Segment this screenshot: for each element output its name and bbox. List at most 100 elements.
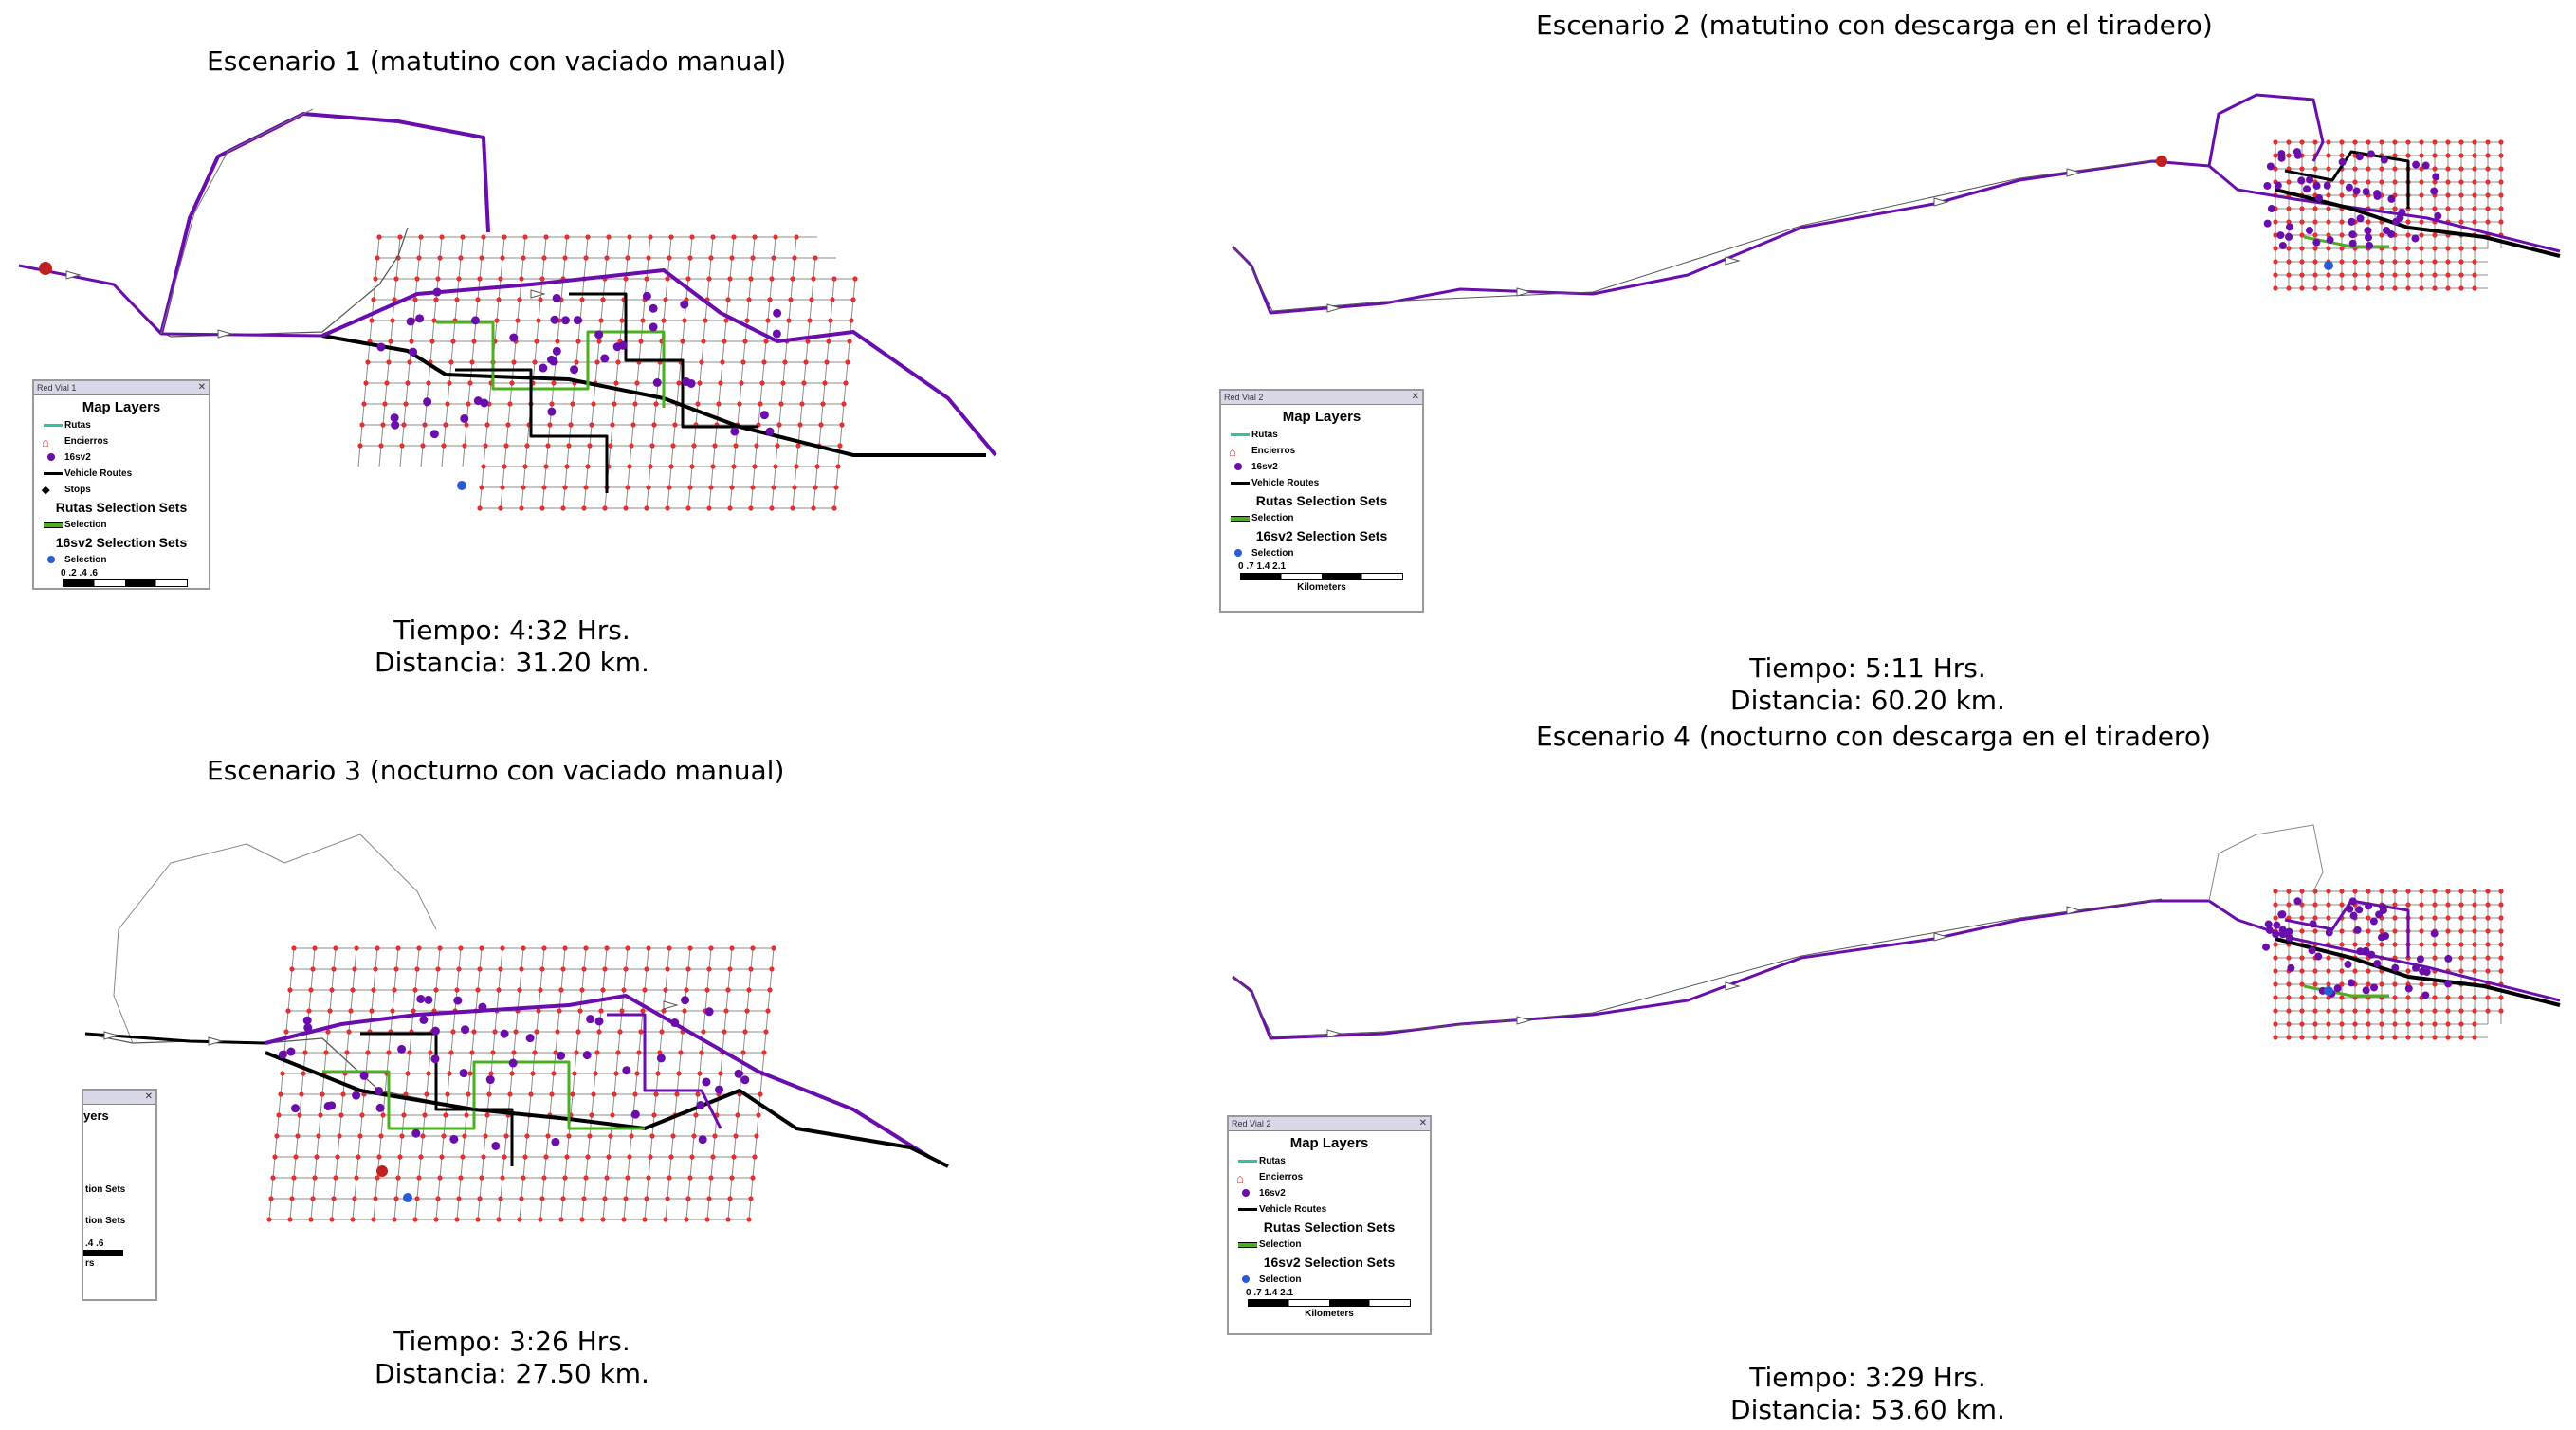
network-node xyxy=(2485,192,2490,197)
direction-arrow xyxy=(1726,257,1739,265)
network-node xyxy=(644,505,649,510)
network-node xyxy=(792,485,796,489)
network-node xyxy=(687,945,692,950)
network-node xyxy=(562,485,567,489)
street-segment xyxy=(563,1178,565,1199)
collection-point xyxy=(643,292,651,301)
network-node xyxy=(2379,942,2384,946)
network-node xyxy=(2405,1008,2410,1013)
network-node xyxy=(2445,206,2450,211)
network-node xyxy=(450,1029,455,1034)
collection-point xyxy=(730,427,739,435)
street-segment xyxy=(683,321,685,341)
network-node xyxy=(466,1091,470,1096)
network-node xyxy=(668,464,673,468)
network-node xyxy=(769,966,774,971)
network-node xyxy=(729,945,734,950)
network-node xyxy=(706,1196,711,1201)
collection-point xyxy=(2367,150,2375,157)
street-segment xyxy=(525,1136,527,1157)
street-segment xyxy=(508,404,510,425)
street-segment xyxy=(749,279,751,300)
network-node xyxy=(498,966,502,971)
network-node xyxy=(393,966,398,971)
network-node xyxy=(2485,219,2490,224)
network-node xyxy=(2273,889,2277,893)
street-segment xyxy=(703,1011,705,1032)
street-segment xyxy=(753,467,755,487)
close-icon[interactable]: ✕ xyxy=(198,381,206,394)
close-icon[interactable]: ✕ xyxy=(145,1091,153,1104)
network-node xyxy=(551,1071,556,1075)
network-node xyxy=(2392,889,2397,893)
network-node xyxy=(585,234,590,239)
collection-point xyxy=(699,1135,707,1144)
collection-point xyxy=(2355,906,2363,913)
network-node xyxy=(575,1029,580,1034)
network-node xyxy=(674,1091,679,1096)
network-node xyxy=(2312,139,2317,144)
network-node xyxy=(703,318,707,322)
network-node xyxy=(600,1217,605,1221)
network-node xyxy=(2472,915,2476,920)
network-node xyxy=(500,255,504,260)
network-node xyxy=(2326,902,2330,907)
network-node xyxy=(2445,915,2450,920)
network-node xyxy=(2472,955,2476,960)
direction-arrow xyxy=(664,1001,677,1009)
street-segment xyxy=(544,1157,546,1178)
street-segment xyxy=(760,1073,762,1094)
street-segment xyxy=(571,1094,573,1115)
network-node xyxy=(746,987,751,992)
network-node xyxy=(2472,219,2476,224)
network-node xyxy=(2485,902,2490,907)
network-node xyxy=(306,1008,311,1013)
vehicle-route xyxy=(1233,161,2560,313)
collection-point xyxy=(551,316,559,324)
network-node xyxy=(583,255,588,260)
network-node xyxy=(2286,981,2291,986)
street-segment xyxy=(463,446,465,467)
network-node xyxy=(407,1050,411,1054)
network-node xyxy=(722,339,726,343)
street-segment xyxy=(290,1199,292,1219)
network-node xyxy=(469,359,474,364)
network-node xyxy=(2286,955,2291,960)
network-node xyxy=(646,1175,650,1180)
network-node xyxy=(2458,139,2463,144)
network-node xyxy=(831,276,836,281)
network-node xyxy=(2299,981,2304,986)
street-segment xyxy=(594,1073,595,1094)
collection-point xyxy=(740,1075,749,1084)
close-icon[interactable]: ✕ xyxy=(1412,391,1419,404)
network-node xyxy=(758,401,762,406)
collection-point xyxy=(2379,903,2386,910)
street-segment xyxy=(391,321,393,341)
network-node xyxy=(519,1196,523,1201)
network-node xyxy=(691,1133,696,1138)
street-segment xyxy=(728,1199,730,1219)
collection-point xyxy=(453,997,462,1005)
close-icon[interactable]: ✕ xyxy=(1419,1117,1427,1130)
network-node xyxy=(2392,246,2397,250)
network-node xyxy=(2366,981,2370,986)
network-node xyxy=(2299,995,2304,999)
street-segment xyxy=(309,990,311,1011)
network-node xyxy=(2458,153,2463,157)
collection-point xyxy=(681,996,689,1004)
network-node xyxy=(507,1091,512,1096)
street-segment xyxy=(630,1136,631,1157)
network-node xyxy=(2419,928,2423,933)
network-node xyxy=(2392,272,2397,277)
network-node xyxy=(462,1133,466,1138)
network-node xyxy=(539,1196,544,1201)
collection-point xyxy=(2275,182,2282,190)
network-node xyxy=(435,276,440,281)
collection-point xyxy=(657,1054,666,1062)
network-node xyxy=(2326,1008,2330,1013)
network-node xyxy=(2312,285,2317,290)
street-segment xyxy=(628,1157,630,1178)
collection-point xyxy=(2315,194,2323,202)
network-node xyxy=(733,1133,738,1138)
street-segment xyxy=(711,237,713,258)
